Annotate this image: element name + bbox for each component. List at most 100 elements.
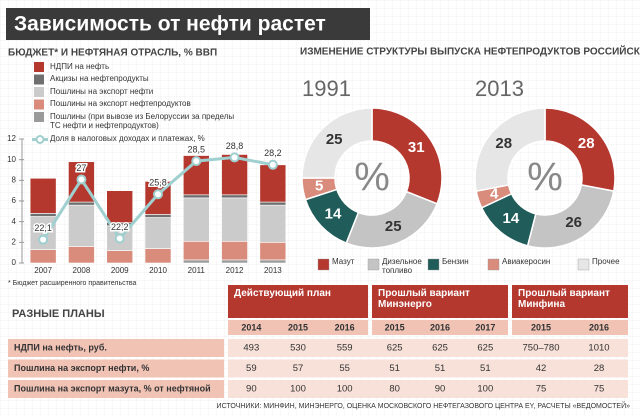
legend-label: Пошлины на экспорт нефти	[50, 86, 154, 96]
legend-label-box: Бензин	[442, 257, 469, 266]
legend-label-box: Доля в налоговых доходах и платежах, %	[50, 134, 205, 143]
table-title: РАЗНЫЕ ПЛАНЫ	[12, 308, 105, 320]
donut-value-label: 28	[578, 135, 595, 152]
legend-label-box: Дизельное топливо	[382, 257, 422, 275]
line-value-label: 22,2	[111, 222, 129, 232]
row-bg	[228, 359, 628, 378]
row-bg	[228, 380, 628, 398]
group-header-box: Прошлый вариант Минэнерго	[378, 288, 470, 310]
donut-title: ИЗМЕНЕНИЕ СТРУКТУРЫ ВЫПУСКА НЕФТЕПРОДУКТ…	[300, 45, 640, 58]
legend-swatch	[34, 74, 44, 85]
bar-segment	[259, 204, 287, 243]
line-value-label: 28,8	[226, 141, 244, 151]
year-label: 2016	[335, 322, 355, 332]
donut-value-label: 4	[490, 186, 499, 203]
legend-label: НДПИ на нефть	[50, 61, 110, 71]
bar-chart-title: БЮДЖЕТ* И НЕФТЯНАЯ ОТРАСЛЬ, % ВВП	[8, 48, 217, 59]
donut-value-label: 5	[315, 177, 323, 194]
donut-center-label: %	[527, 156, 563, 200]
y-tick-label: 6	[12, 196, 17, 205]
legend-swatch	[427, 258, 440, 271]
table-cell: 625	[387, 343, 403, 354]
bar-segment	[68, 204, 95, 247]
bar-segment	[259, 242, 287, 261]
x-tick-label: 2009	[111, 266, 129, 275]
table-cell: 493	[243, 343, 259, 354]
table-cell: 51	[389, 363, 400, 374]
line-marker	[153, 189, 163, 200]
donut-year: 2013	[475, 76, 524, 101]
y-tick-label: 10	[7, 155, 16, 164]
donut-value-label: 25	[385, 218, 402, 235]
group-header-bg	[228, 285, 368, 318]
table-cell: 90	[435, 384, 446, 395]
x-tick-label: 2008	[73, 266, 91, 275]
legend-label-box: НДПИ на нефть	[50, 61, 110, 71]
donut-year: 1991	[302, 76, 351, 101]
year-label: 2016	[430, 322, 450, 332]
x-tick-label: 2012	[226, 266, 244, 275]
title-box	[6, 8, 370, 40]
legend-swatch	[487, 258, 500, 271]
line-value-label: 25,8	[149, 178, 167, 188]
line-marker	[191, 156, 202, 167]
sources: ИСТОЧНИКИ: МИНФИН, МИНЭНЕРГО, ОЦЕНКА МОС…	[217, 401, 631, 410]
year-row-bg	[512, 320, 628, 335]
donut-value-label: 28	[495, 135, 512, 152]
legend-swatch	[34, 87, 44, 97]
legend-label-box: Прочее	[592, 257, 620, 266]
year-label: 2015	[531, 322, 551, 332]
bar-segment	[144, 214, 172, 218]
row-label: Пошлина на экспорт нефти, %	[14, 363, 149, 373]
table-cell: 100	[290, 384, 306, 395]
legend-label-box: Акцизы на нефтепродукты	[50, 74, 149, 83]
line-value-label: 28,2	[264, 148, 282, 158]
table-cell: 42	[536, 363, 547, 374]
y-tick-label: 0	[12, 258, 17, 267]
legend-label: Пошлины (при вывозе из Белоруссии за пре…	[50, 111, 235, 130]
table-cell: 59	[246, 363, 257, 374]
x-tick-label: 2011	[188, 266, 206, 275]
table-cell: 55	[339, 363, 350, 374]
table-cell: 51	[435, 363, 446, 374]
bar-segment	[29, 213, 57, 217]
bar-segment	[182, 197, 210, 242]
table-cell: 57	[293, 363, 304, 374]
bar-segment	[259, 259, 287, 264]
year-label: 2017	[475, 322, 495, 332]
group-header: Прошлый вариант Минфина	[518, 288, 610, 310]
line-value-label: 22,1	[34, 223, 52, 233]
legend-swatch	[34, 112, 44, 122]
legend-swatch	[317, 258, 330, 271]
group-header-bg	[512, 285, 628, 318]
table-cell: 100	[337, 384, 353, 395]
bar-segment	[221, 197, 248, 242]
table-cell: 75	[536, 384, 547, 395]
footnote: * Бюджет расширенного правительства	[8, 280, 136, 287]
group-header-box: Действующий план	[234, 288, 331, 299]
line-marker	[76, 174, 87, 185]
bar-segment	[144, 248, 172, 264]
line-marker	[229, 152, 240, 163]
table-cell: 1010	[588, 343, 609, 354]
legend-label: Дизельное топливо	[382, 257, 422, 275]
line-marker	[267, 159, 278, 170]
donut-segment	[474, 107, 546, 192]
bar-segment	[68, 201, 95, 206]
donut-value-label: 25	[326, 131, 343, 148]
table-cell: 750–780	[523, 343, 560, 354]
legend-label: Мазут	[332, 257, 355, 266]
row-label: Пошлина на экспорт мазута, % от нефтяной	[14, 383, 211, 393]
line-value-label: 28,5	[188, 144, 206, 154]
bar-segment	[221, 241, 248, 261]
legend-label: Бензин	[442, 257, 469, 266]
donut-value-label: 14	[503, 210, 520, 227]
legend-label-box: Пошлины на экспорт нефтепродуктов	[50, 99, 191, 108]
x-tick-label: 2010	[149, 266, 167, 275]
row-label-bg	[8, 380, 224, 398]
legend-swatch	[34, 62, 44, 72]
row-bg	[228, 339, 628, 357]
legend-label-box: Пошлины на экспорт нефти	[50, 86, 154, 96]
table-cell: 530	[290, 343, 306, 354]
